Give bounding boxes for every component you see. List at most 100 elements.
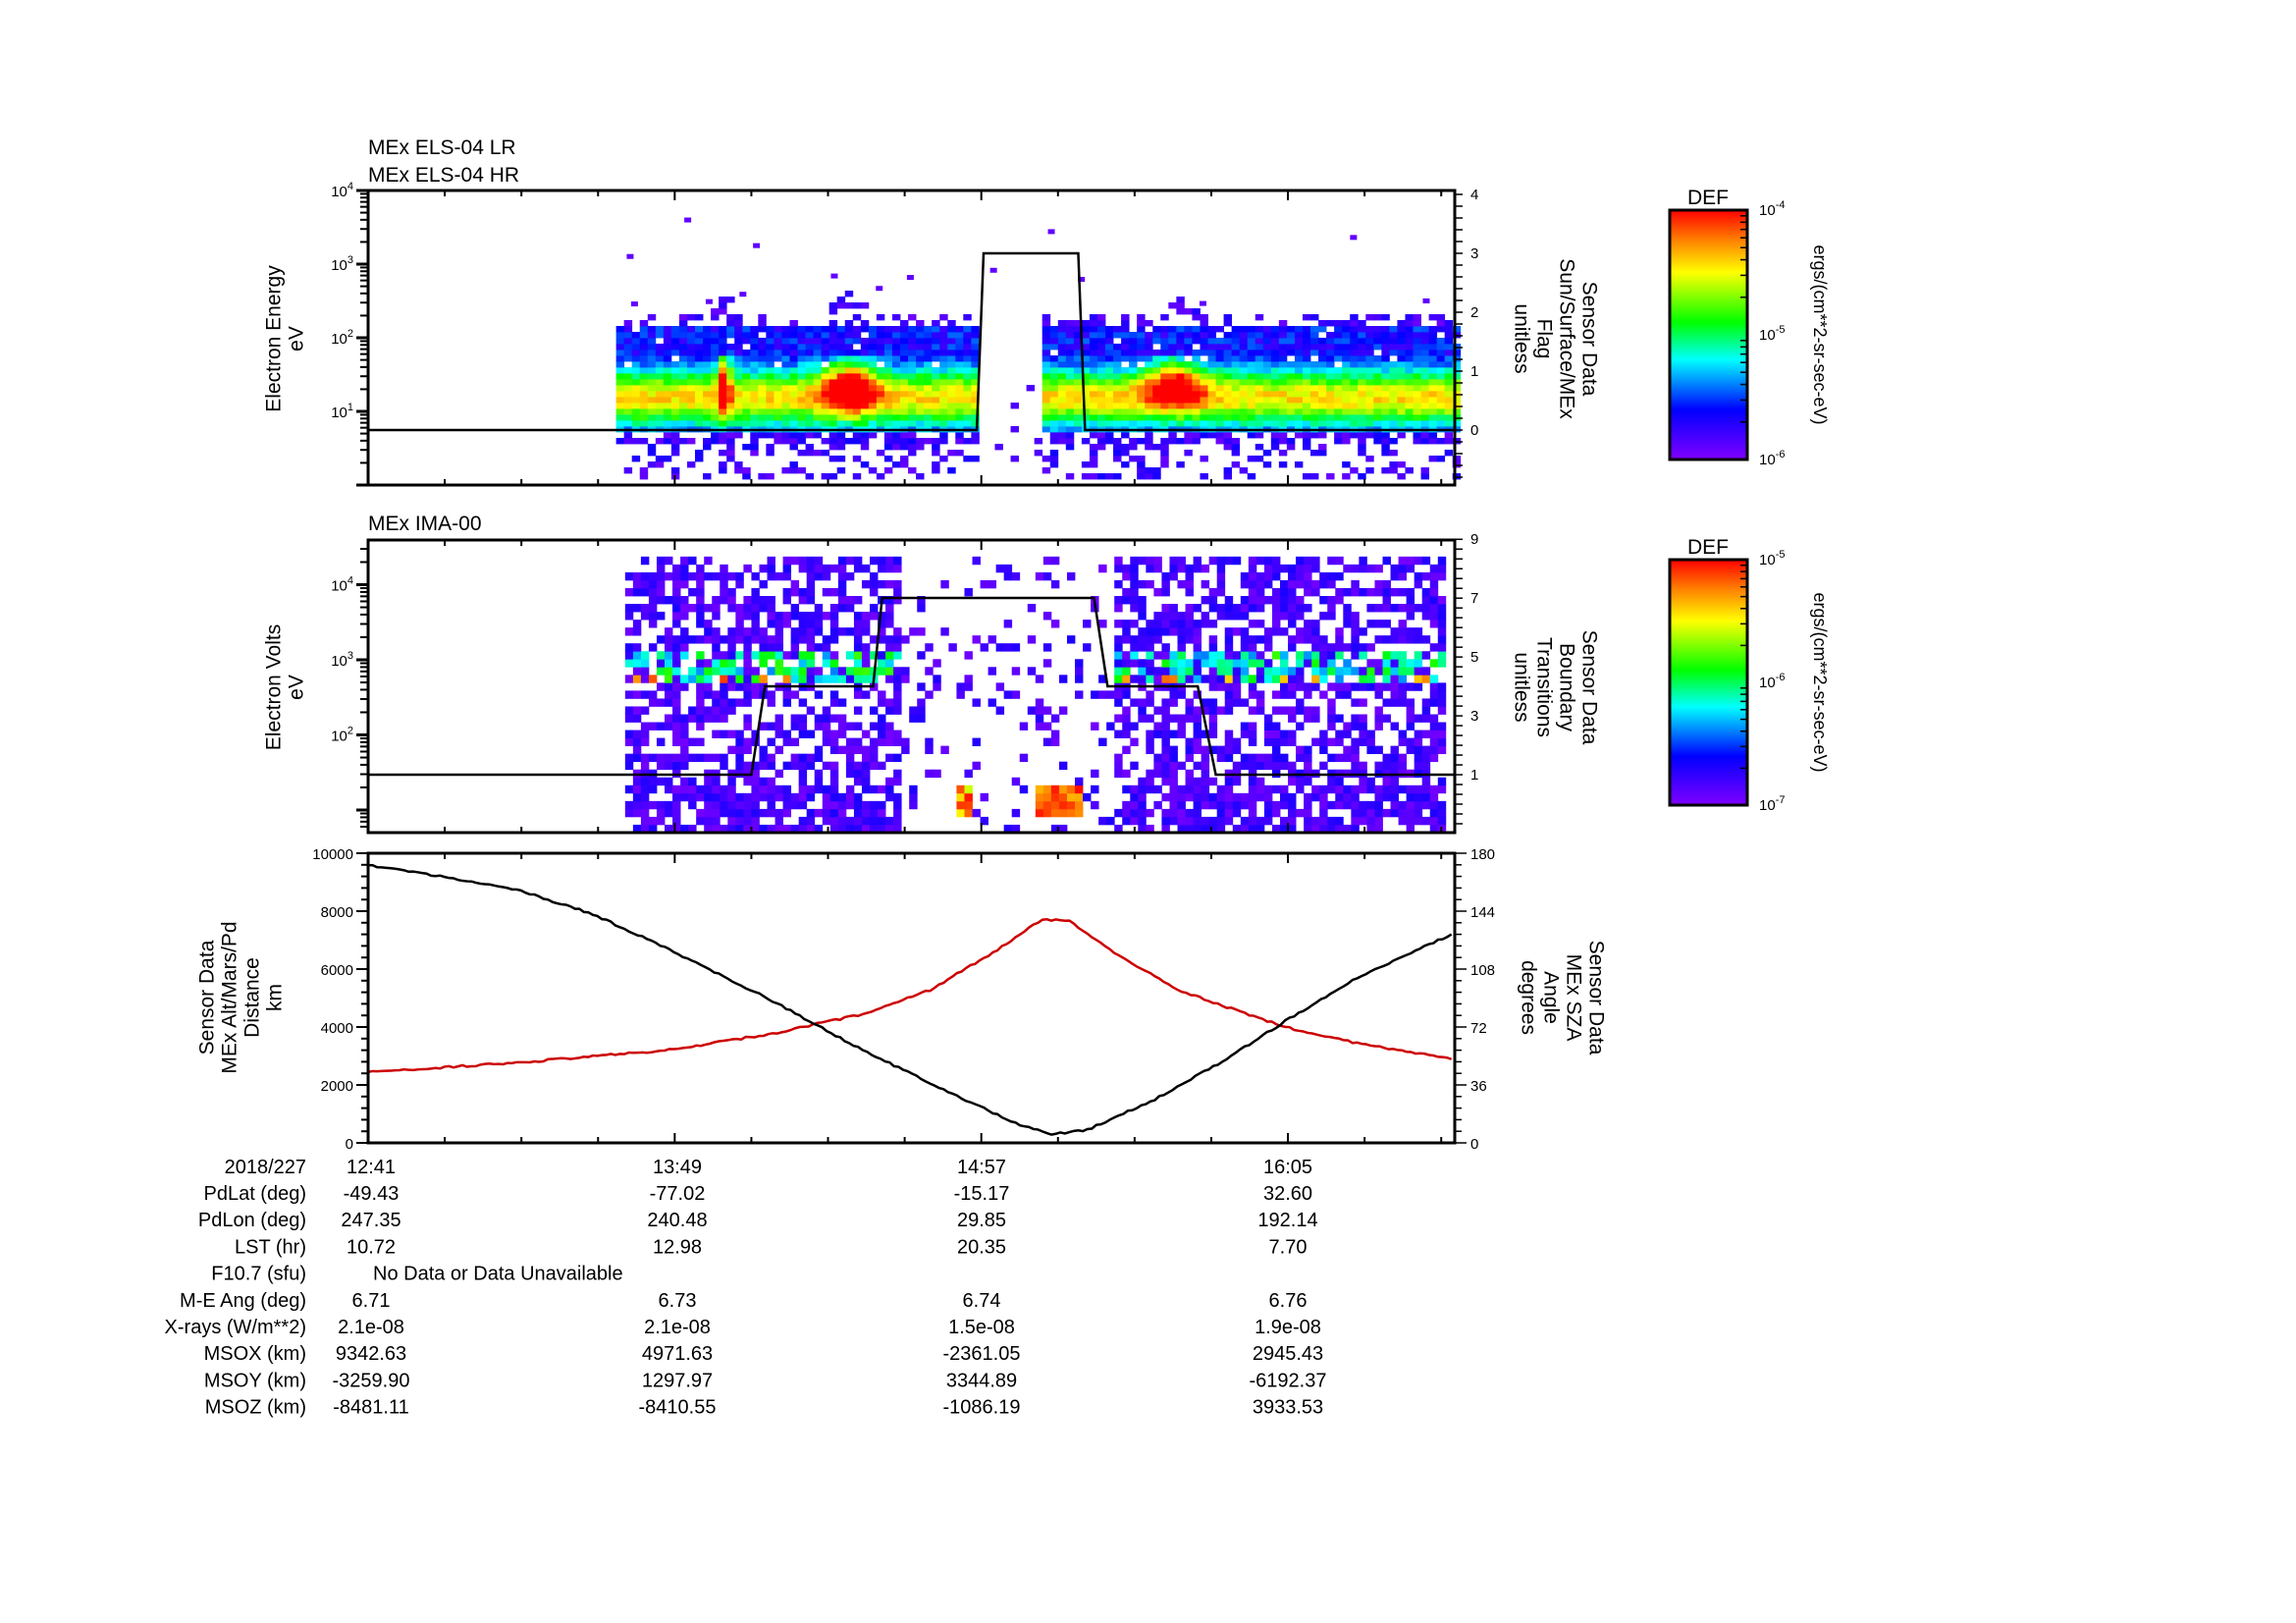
spectrogram-cell: [1302, 385, 1311, 392]
spectrogram-cell: [964, 800, 973, 810]
spectrogram-cell: [1359, 587, 1367, 597]
spectrogram-cell: [1201, 596, 1210, 605]
spectrogram-cell: [1294, 408, 1304, 415]
spectrogram-cell: [1096, 385, 1106, 392]
spectrogram-cell: [1114, 643, 1123, 652]
spectrogram-cell: [891, 432, 901, 439]
spectrogram-cell: [1089, 391, 1098, 398]
spectrogram-cell: [1318, 397, 1327, 404]
spectrogram-cell: [1075, 659, 1084, 668]
spectrogram-cell: [1413, 438, 1421, 445]
spectrogram-cell: [829, 698, 839, 707]
spectrogram-cell: [1429, 587, 1439, 597]
spectrogram-cell: [971, 403, 980, 409]
spectrogram-cell: [870, 635, 879, 644]
spectrogram-cell: [1121, 461, 1130, 468]
spectrogram-cell: [1326, 367, 1335, 374]
spectrogram-cell: [853, 627, 863, 636]
spectrogram-cell: [632, 808, 642, 818]
spectrogram-cell: [798, 769, 808, 779]
spectrogram-cell: [1437, 564, 1447, 573]
spectrogram-cell: [727, 682, 736, 691]
spectrogram-cell: [805, 373, 814, 380]
spectrogram-cell: [1452, 420, 1462, 427]
spectrogram-cell: [1436, 338, 1446, 345]
spectrogram-cell: [680, 745, 689, 755]
spectrogram-cell: [1176, 297, 1185, 303]
spectrogram-cell: [939, 379, 948, 386]
spectrogram-cell: [1152, 355, 1161, 362]
spectrogram-cell: [1319, 675, 1328, 683]
spectrogram-cell: [1130, 571, 1139, 581]
spectrogram-cell: [1319, 745, 1328, 755]
spectrogram-cell: [1129, 332, 1138, 339]
spectrogram-cell: [704, 808, 713, 818]
spectrogram-cell: [861, 612, 871, 621]
spectrogram-cell: [1381, 403, 1390, 409]
spectrogram-cell: [639, 438, 649, 445]
spectrogram-cell: [1365, 391, 1374, 398]
spectrogram-cell: [1413, 397, 1421, 404]
spectrogram-cell: [663, 408, 672, 415]
spectrogram-cell: [829, 730, 839, 738]
spectrogram-cell: [1366, 682, 1375, 691]
spectrogram-cell: [1327, 698, 1336, 707]
ephemeris-value: 10.72: [347, 1236, 396, 1258]
spectrogram-cell: [656, 808, 666, 818]
spectrogram-cell: [814, 675, 824, 683]
spectrogram-cell: [1319, 730, 1328, 738]
spectrogram-cell: [885, 659, 894, 668]
spectrogram-cell: [900, 361, 909, 368]
spectrogram-cell: [1073, 350, 1083, 356]
spectrogram-cell: [883, 391, 893, 398]
spectrogram-cell: [1137, 332, 1146, 339]
y2-tick-label: 3: [1470, 245, 1478, 262]
spectrogram-cell: [1382, 784, 1391, 794]
spectrogram-cell: [1262, 350, 1272, 356]
spectrogram-cell: [789, 461, 798, 468]
spectrogram-cell: [781, 391, 790, 398]
spectrogram-cell: [1358, 361, 1366, 368]
spectrogram-cell: [767, 698, 775, 707]
spectrogram-cell: [670, 414, 680, 421]
spectrogram-cell: [615, 403, 625, 409]
spectrogram-cell: [615, 361, 625, 368]
spectrogram-cell: [1382, 556, 1391, 566]
spectrogram-cell: [891, 338, 901, 345]
spectrogram-cell: [813, 332, 823, 339]
spectrogram-cell: [1381, 432, 1390, 439]
spectrogram-cell: [711, 379, 720, 386]
spectrogram-cell: [814, 769, 824, 779]
spectrogram-cell: [1365, 367, 1374, 374]
spectrogram-cell: [640, 612, 650, 621]
spectrogram-cell: [1271, 690, 1281, 699]
spectrogram-cell: [1239, 367, 1249, 374]
spectrogram-cell: [844, 291, 854, 298]
spectrogram-cell: [727, 571, 736, 581]
spectrogram-cell: [806, 564, 816, 573]
spectrogram-cell: [790, 651, 800, 660]
spectrogram-cell: [1248, 596, 1257, 605]
spectrogram-cell: [1075, 675, 1084, 683]
spectrogram-cell: [797, 344, 806, 351]
spectrogram-cell: [1390, 571, 1399, 581]
spectrogram-cell: [704, 792, 713, 802]
spectrogram-cell: [821, 373, 830, 380]
spectrogram-cell: [1286, 367, 1296, 374]
spectrogram-cell: [720, 571, 728, 581]
spectrogram-cell: [1169, 730, 1178, 738]
ephemeris-value: 1.9e-08: [1255, 1317, 1321, 1338]
spectrogram-cell: [1207, 338, 1216, 345]
spectrogram-cell: [759, 651, 768, 660]
spectrogram-cell: [1089, 420, 1098, 427]
spectrogram-cell: [814, 690, 824, 699]
spectrogram-cell: [1075, 667, 1084, 676]
spectrogram-cell: [1066, 635, 1076, 644]
spectrogram-cell: [900, 350, 909, 356]
spectrogram-cell: [782, 596, 792, 605]
spectrogram-cell: [734, 403, 743, 409]
spectrogram-cell: [720, 667, 728, 676]
spectrogram-cell: [1374, 604, 1383, 613]
spectrogram-cell: [647, 414, 657, 421]
spectrogram-cell: [751, 620, 760, 628]
